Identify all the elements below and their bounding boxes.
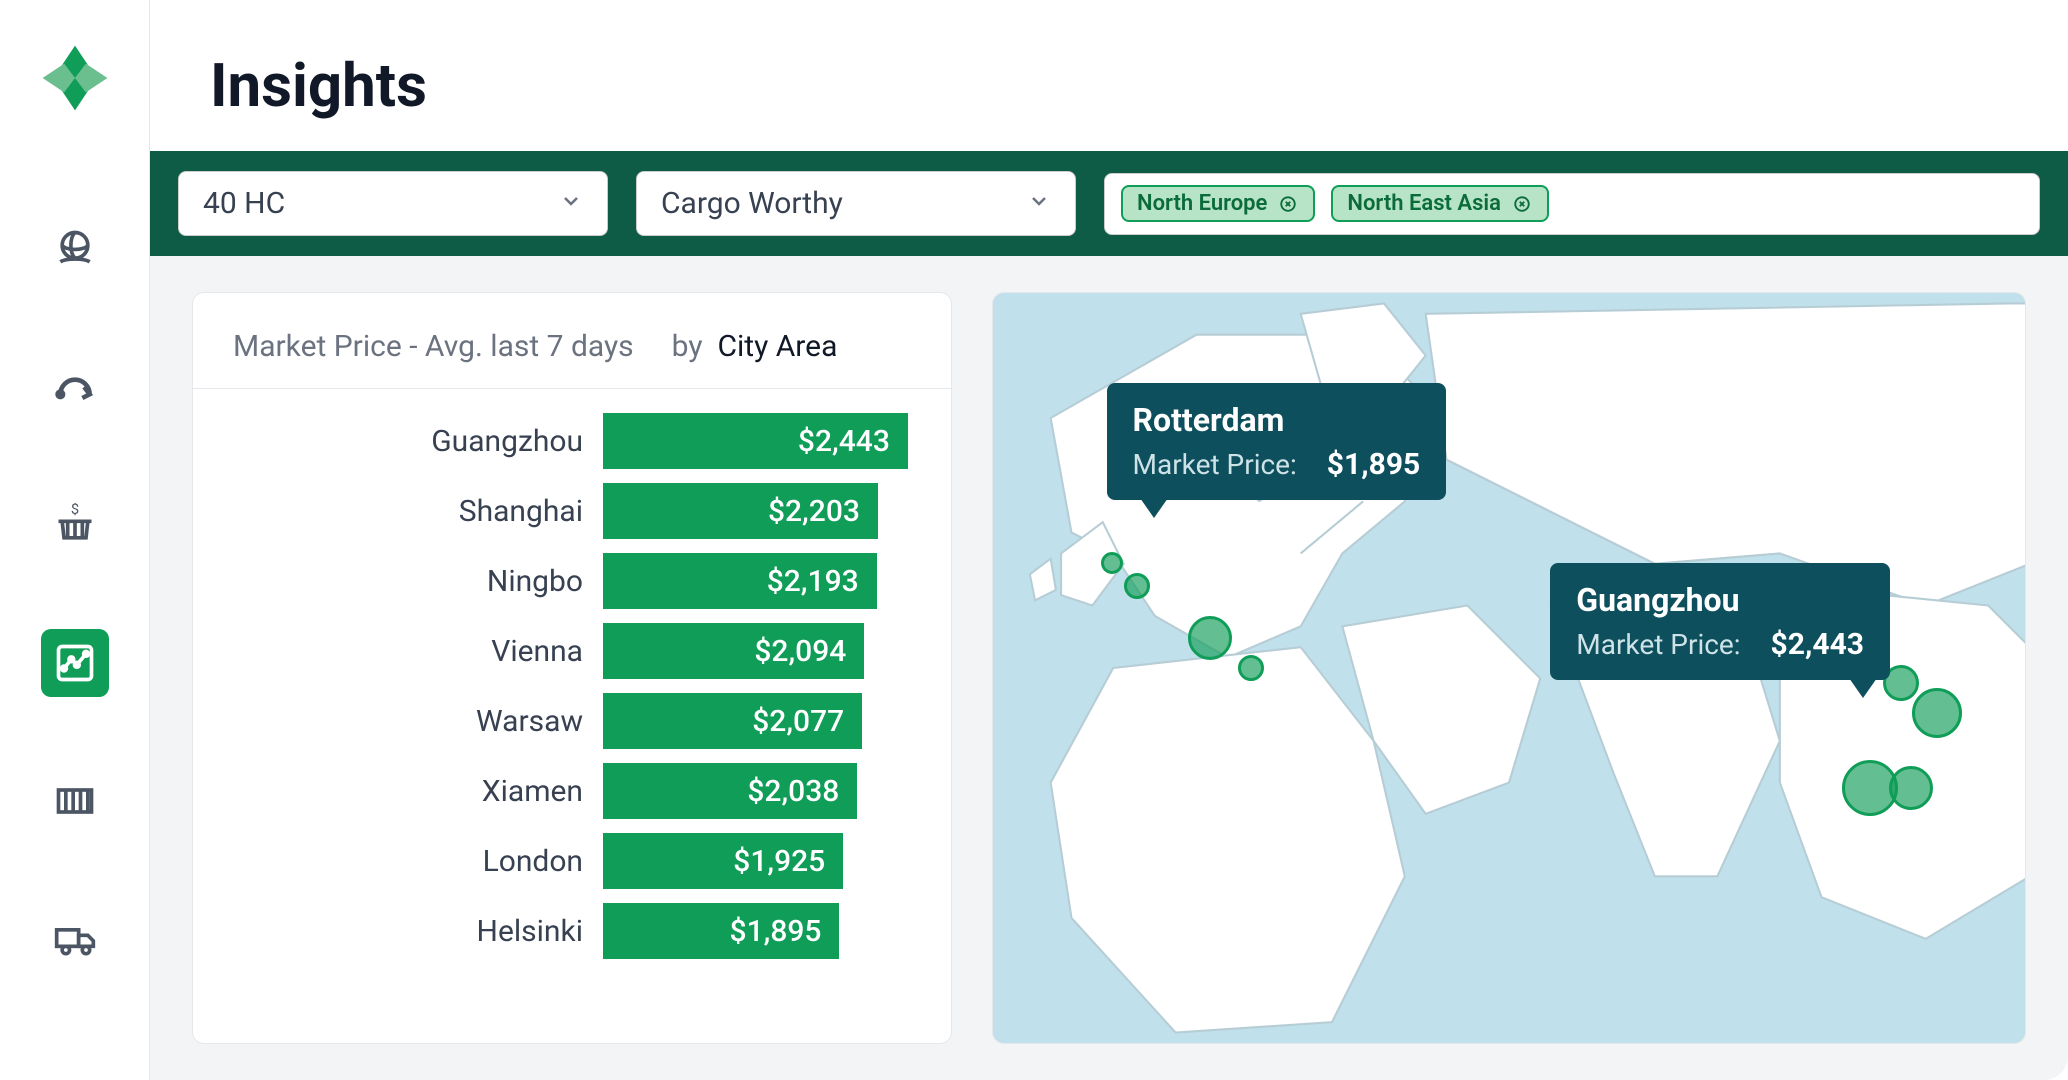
price-chart-card: Market Price - Avg. last 7 days by City … <box>192 292 952 1044</box>
bar-track: $2,193 <box>603 553 915 609</box>
bar-row: Ningbo $2,193 <box>203 553 915 609</box>
bar-city-label: Helsinki <box>203 914 583 949</box>
chart-title: Market Price - Avg. last 7 days <box>233 329 634 364</box>
nav-item-transfers[interactable] <box>41 353 109 421</box>
bar-city-label: Warsaw <box>203 704 583 739</box>
bar-city-label: Xiamen <box>203 774 583 809</box>
region-tags-input[interactable]: North Europe North East Asia <box>1104 173 2040 235</box>
callout-tail <box>1849 678 1877 698</box>
bar-fill: $2,443 <box>603 413 908 469</box>
close-icon[interactable] <box>1511 193 1533 215</box>
container-type-select[interactable]: 40 HC <box>178 171 608 236</box>
container-type-value: 40 HC <box>203 186 285 221</box>
nav-item-containers[interactable] <box>41 767 109 835</box>
bar-track: $2,203 <box>603 483 915 539</box>
svg-text:$: $ <box>70 503 78 518</box>
container-icon <box>53 779 97 823</box>
nav-item-overview[interactable] <box>41 215 109 283</box>
insights-icon <box>53 641 97 685</box>
bar-city-label: Ningbo <box>203 564 583 599</box>
callout-label: Market Price: <box>1576 628 1740 661</box>
callout-city: Guangzhou <box>1576 581 1864 619</box>
globe-icon <box>53 227 97 271</box>
page-title: Insights <box>210 50 2008 121</box>
map-marker[interactable] <box>1912 688 1962 738</box>
bar-row: London $1,925 <box>203 833 915 889</box>
bar-city-label: Vienna <box>203 634 583 669</box>
map-callout: Guangzhou Market Price: $2,443 <box>1550 563 1890 680</box>
bar-city-label: London <box>203 844 583 879</box>
chart-by-value: City Area <box>717 329 837 364</box>
region-tag: North Europe <box>1121 185 1315 222</box>
bar-fill: $1,925 <box>603 833 843 889</box>
bar-value: $1,925 <box>733 844 825 879</box>
bar-row: Warsaw $2,077 <box>203 693 915 749</box>
callout-value: $1,895 <box>1327 447 1420 482</box>
nav-item-pricing[interactable]: $ <box>41 491 109 559</box>
bar-fill: $2,038 <box>603 763 857 819</box>
nav-item-insights[interactable] <box>41 629 109 697</box>
bar-value: $2,094 <box>754 634 846 669</box>
map-card[interactable]: Rotterdam Market Price: $1,895 Guangzhou Mar… <box>992 292 2026 1044</box>
map-marker[interactable] <box>1188 616 1232 660</box>
sidebar: $ <box>0 0 150 1080</box>
bar-value: $2,077 <box>752 704 844 739</box>
bar-fill: $2,094 <box>603 623 864 679</box>
callout-city: Rotterdam <box>1133 401 1421 439</box>
bar-track: $2,077 <box>603 693 915 749</box>
map-marker[interactable] <box>1124 573 1150 599</box>
bar-fill: $2,077 <box>603 693 862 749</box>
bar-value: $2,443 <box>798 424 890 459</box>
arc-arrow-icon <box>53 365 97 409</box>
bar-list: Guangzhou $2,443 Shanghai $2,203 Ningbo $2,19… <box>193 389 951 995</box>
nav-item-logistics[interactable] <box>41 905 109 973</box>
main: Insights 40 HC Cargo Worthy North Europe… <box>150 0 2068 1080</box>
region-tag-label: North East Asia <box>1347 191 1501 216</box>
bar-value: $2,193 <box>767 564 859 599</box>
bar-row: Xiamen $2,038 <box>203 763 915 819</box>
condition-select[interactable]: Cargo Worthy <box>636 171 1076 236</box>
bar-row: Shanghai $2,203 <box>203 483 915 539</box>
bar-fill: $2,193 <box>603 553 877 609</box>
bar-city-label: Shanghai <box>203 494 583 529</box>
bar-track: $1,925 <box>603 833 915 889</box>
bar-track: $2,094 <box>603 623 915 679</box>
bar-row: Vienna $2,094 <box>203 623 915 679</box>
filters-bar: 40 HC Cargo Worthy North Europe North Eas… <box>150 151 2068 256</box>
chevron-down-icon <box>1027 186 1051 221</box>
callout-value: $2,443 <box>1771 627 1864 662</box>
condition-value: Cargo Worthy <box>661 186 843 221</box>
bar-fill: $1,895 <box>603 903 839 959</box>
chevron-down-icon <box>559 186 583 221</box>
bar-value: $1,895 <box>730 914 822 949</box>
bar-value: $2,038 <box>747 774 839 809</box>
map-callout: Rotterdam Market Price: $1,895 <box>1107 383 1447 500</box>
callout-tail <box>1140 498 1168 518</box>
chart-by: by City Area <box>672 329 838 364</box>
bar-fill: $2,203 <box>603 483 878 539</box>
header: Insights <box>150 0 2068 151</box>
bar-city-label: Guangzhou <box>203 424 583 459</box>
bar-track: $2,443 <box>603 413 915 469</box>
bar-row: Guangzhou $2,443 <box>203 413 915 469</box>
basket-price-icon: $ <box>53 503 97 547</box>
bar-track: $1,895 <box>603 903 915 959</box>
map-marker[interactable] <box>1238 655 1264 681</box>
chart-by-label: by <box>672 329 703 364</box>
bar-row: Helsinki $1,895 <box>203 903 915 959</box>
logo <box>37 40 112 115</box>
callout-label: Market Price: <box>1133 448 1297 481</box>
bar-value: $2,203 <box>768 494 860 529</box>
bar-track: $2,038 <box>603 763 915 819</box>
map-marker[interactable] <box>1101 552 1123 574</box>
close-icon[interactable] <box>1277 193 1299 215</box>
truck-icon <box>53 917 97 961</box>
content: Market Price - Avg. last 7 days by City … <box>150 256 2068 1080</box>
region-tag: North East Asia <box>1331 185 1549 222</box>
region-tag-label: North Europe <box>1137 191 1267 216</box>
